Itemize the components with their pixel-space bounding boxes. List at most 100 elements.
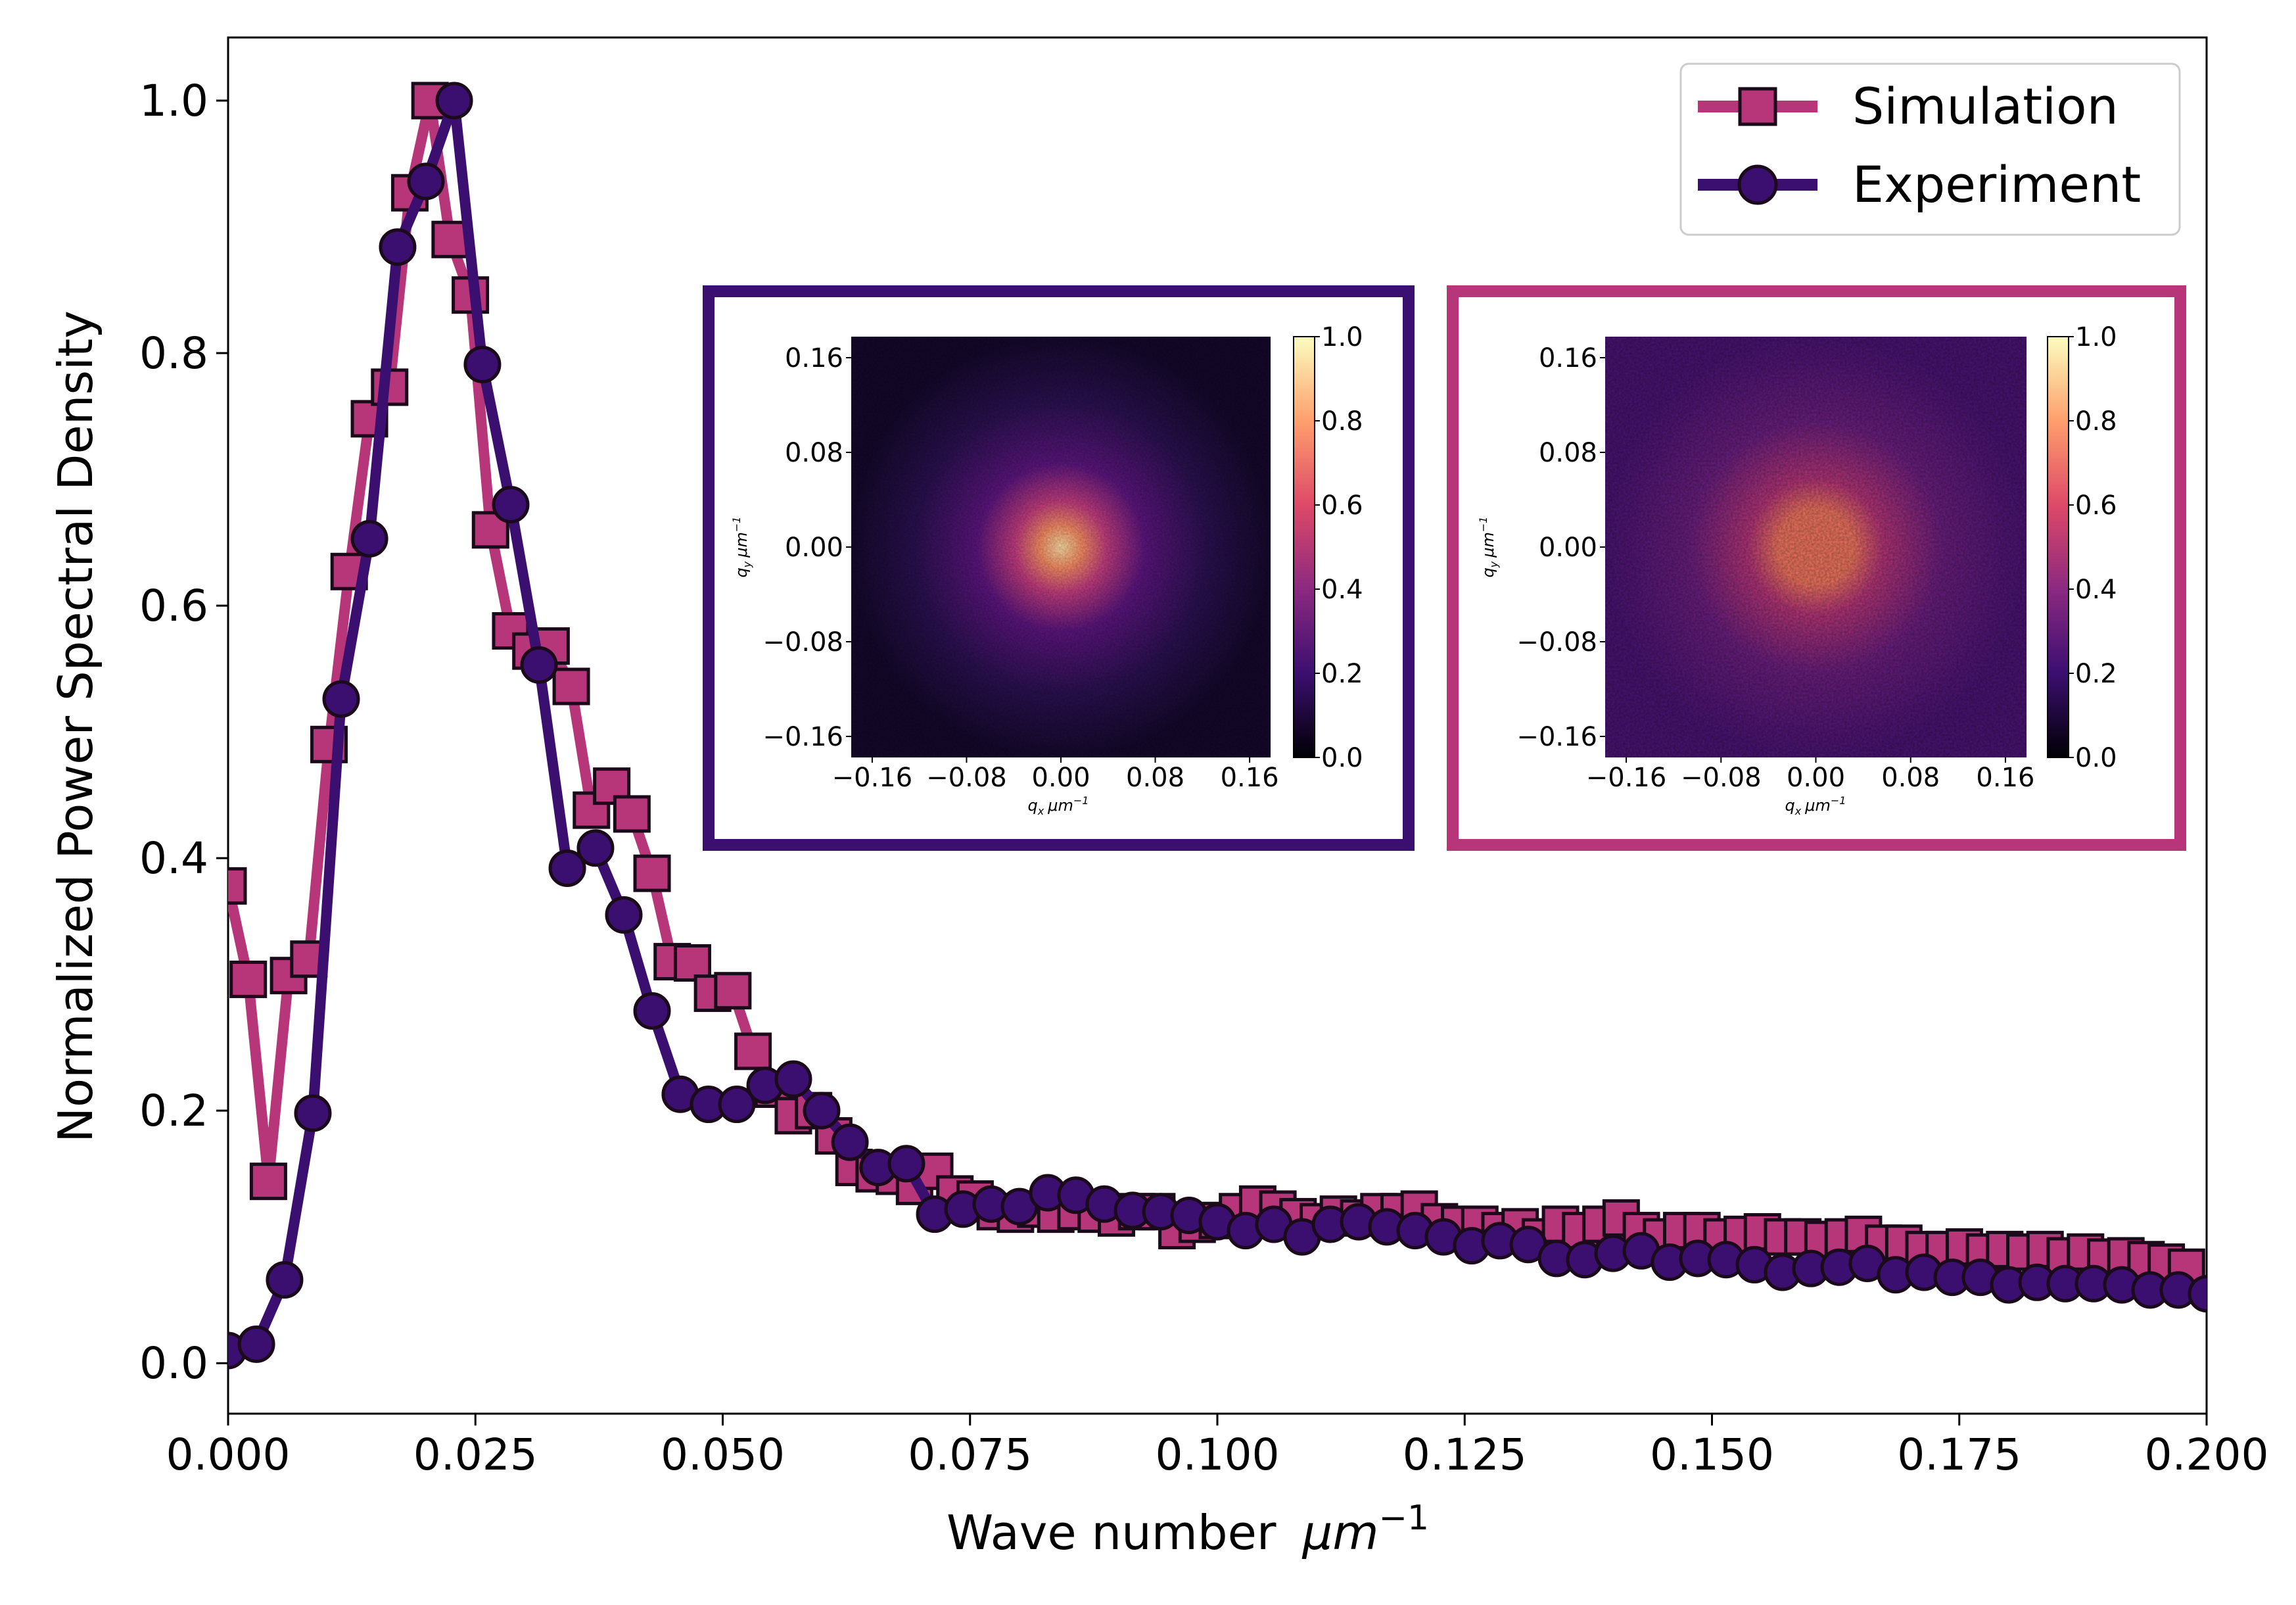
colorbar-tick-label: 0.0 bbox=[2075, 743, 2117, 773]
experiment-point bbox=[831, 1123, 869, 1161]
inset-experiment-ylabel: qyμm−1 bbox=[730, 517, 753, 578]
experiment-point bbox=[633, 992, 671, 1030]
x-axis-title-text: Wave number bbox=[947, 1505, 1277, 1560]
simulation-point bbox=[714, 972, 752, 1010]
experiment-point bbox=[266, 1260, 304, 1299]
experiment-point bbox=[803, 1091, 841, 1130]
experiment-point bbox=[2188, 1275, 2207, 1313]
legend-exp-label: Experiment bbox=[1852, 155, 2141, 214]
x-axis-title: Wave number μm−1 bbox=[947, 1498, 1429, 1560]
x-tick-label: 0.125 bbox=[1403, 1429, 1527, 1480]
simulation-point bbox=[249, 1162, 287, 1201]
experiment-point bbox=[605, 896, 643, 934]
x-tick-label: 0.150 bbox=[1650, 1429, 1774, 1480]
inset-y-tick-label: 0.00 bbox=[785, 533, 843, 563]
colorbar-tick-label: 0.4 bbox=[1321, 575, 1363, 605]
colorbar-tick-label: 0.2 bbox=[1321, 659, 1363, 689]
x-tick-label: 0.000 bbox=[166, 1429, 291, 1480]
x-tick-label: 0.100 bbox=[1156, 1429, 1280, 1480]
inset-y-tick-label: 0.00 bbox=[1539, 533, 1597, 563]
colorbar-tick-label: 0.8 bbox=[1321, 406, 1363, 437]
colorbar-tick-label: 1.0 bbox=[2075, 322, 2117, 352]
simulation-point bbox=[633, 854, 671, 892]
y-axis-title: Normalized Power Spectral Density bbox=[48, 310, 103, 1143]
y-tick-label: 0.8 bbox=[139, 328, 208, 379]
experiment-point bbox=[548, 849, 586, 887]
inset-simulation-ylabel: qyμm−1 bbox=[1477, 517, 1500, 578]
colorbar-tick-label: 1.0 bbox=[1321, 322, 1363, 352]
colorbar-tick-label: 0.6 bbox=[2075, 491, 2117, 521]
experiment-point bbox=[887, 1145, 925, 1183]
inset-y-tick-label: −0.08 bbox=[1516, 627, 1597, 658]
y-tick-label: 0.2 bbox=[139, 1086, 208, 1136]
inset-y-tick-label: −0.16 bbox=[1516, 722, 1597, 752]
experiment-point bbox=[520, 646, 558, 684]
axes-layer: 0.000 0.025 0.050 0.075 0.100 0.125 0.150 0.175… bbox=[139, 76, 2268, 1480]
legend: Simulation Experiment bbox=[1679, 62, 2181, 236]
series-layer bbox=[228, 82, 2207, 1370]
y-tick-label: 0.0 bbox=[139, 1338, 208, 1389]
legend-sim-label: Simulation bbox=[1852, 77, 2119, 135]
x-axis-unit-exp: −1 bbox=[1378, 1498, 1429, 1538]
simulation-point bbox=[734, 1032, 772, 1070]
series-experiment bbox=[228, 82, 2207, 1370]
experiment-point bbox=[435, 82, 473, 120]
experiment-point bbox=[492, 485, 530, 523]
simulation-point bbox=[229, 960, 268, 998]
inset-simulation-xlabel: qx μm−1 bbox=[1785, 794, 1846, 817]
y-tick-label: 0.6 bbox=[139, 581, 208, 631]
y-tick-label: 0.4 bbox=[139, 833, 208, 884]
colorbar-tick-label: 0.2 bbox=[2075, 659, 2117, 689]
inset-simulation-noise bbox=[1605, 337, 2027, 757]
inset-y-tick-label: 0.16 bbox=[1539, 343, 1597, 373]
experiment-point bbox=[322, 680, 360, 718]
colorbar-tick-label: 0.4 bbox=[2075, 575, 2117, 605]
simulation-point bbox=[552, 667, 590, 706]
legend-exp-marker bbox=[1737, 164, 1778, 205]
colorbar-tick-label: 0.0 bbox=[1321, 743, 1363, 773]
experiment-point bbox=[774, 1060, 812, 1098]
experiment-point bbox=[294, 1094, 332, 1132]
inset-x-tick-label: 0.00 bbox=[1031, 763, 1090, 793]
inset-y-tick-label: 0.08 bbox=[1539, 438, 1597, 468]
inset-y-tick-label: 0.08 bbox=[785, 438, 843, 468]
x-tick-label: 0.025 bbox=[413, 1429, 538, 1480]
inset-x-tick-label: 0.16 bbox=[1221, 763, 1279, 793]
experiment-point bbox=[718, 1086, 756, 1124]
inset-x-tick-label: −0.08 bbox=[926, 763, 1007, 793]
inset-x-tick-label: −0.16 bbox=[832, 763, 913, 793]
x-tick-label: 0.175 bbox=[1897, 1429, 2021, 1480]
simulation-point bbox=[613, 795, 651, 833]
experiment-point bbox=[379, 228, 417, 266]
inset-x-tick-label: 0.16 bbox=[1976, 763, 2034, 793]
simulation-point bbox=[228, 867, 247, 905]
experiment-point bbox=[463, 345, 502, 383]
inset-x-tick-label: −0.08 bbox=[1681, 763, 1762, 793]
inset-x-tick-label: 0.08 bbox=[1881, 763, 1940, 793]
legend-sim-marker bbox=[1738, 87, 1777, 126]
inset-y-tick-label: −0.16 bbox=[762, 722, 843, 752]
colorbar-tick-label: 0.6 bbox=[1321, 491, 1363, 521]
simulation-point bbox=[593, 767, 631, 805]
inset-experiment-noise bbox=[851, 337, 1271, 757]
inset-y-tick-label: −0.08 bbox=[762, 627, 843, 658]
inset-experiment-xlabel: qx μm−1 bbox=[1028, 794, 1089, 817]
experiment-point bbox=[576, 829, 615, 867]
x-tick-label: 0.075 bbox=[908, 1429, 1032, 1480]
simulation-point bbox=[673, 944, 711, 982]
inset-simulation-colorbar bbox=[2047, 336, 2069, 758]
simulation-point bbox=[431, 220, 469, 258]
colorbar-tick-label: 0.8 bbox=[2075, 406, 2117, 437]
experiment-point bbox=[237, 1325, 275, 1363]
inset-x-tick-label: −0.16 bbox=[1586, 763, 1667, 793]
inset-y-tick-label: 0.16 bbox=[785, 343, 843, 373]
experiment-point bbox=[350, 519, 388, 558]
inset-experiment: −0.16 −0.08 0.00 0.08 0.160.160.080.00−0.08−… bbox=[703, 285, 1415, 851]
experiment-point bbox=[407, 162, 445, 201]
inset-simulation: −0.16 −0.08 0.00 0.08 0.160.160.080.00−0.08−… bbox=[1447, 285, 2186, 851]
inset-experiment-colorbar bbox=[1293, 336, 1315, 758]
x-tick-label: 0.050 bbox=[661, 1429, 785, 1480]
inset-x-tick-label: 0.08 bbox=[1126, 763, 1184, 793]
x-axis-unit: μm bbox=[1302, 1505, 1379, 1560]
